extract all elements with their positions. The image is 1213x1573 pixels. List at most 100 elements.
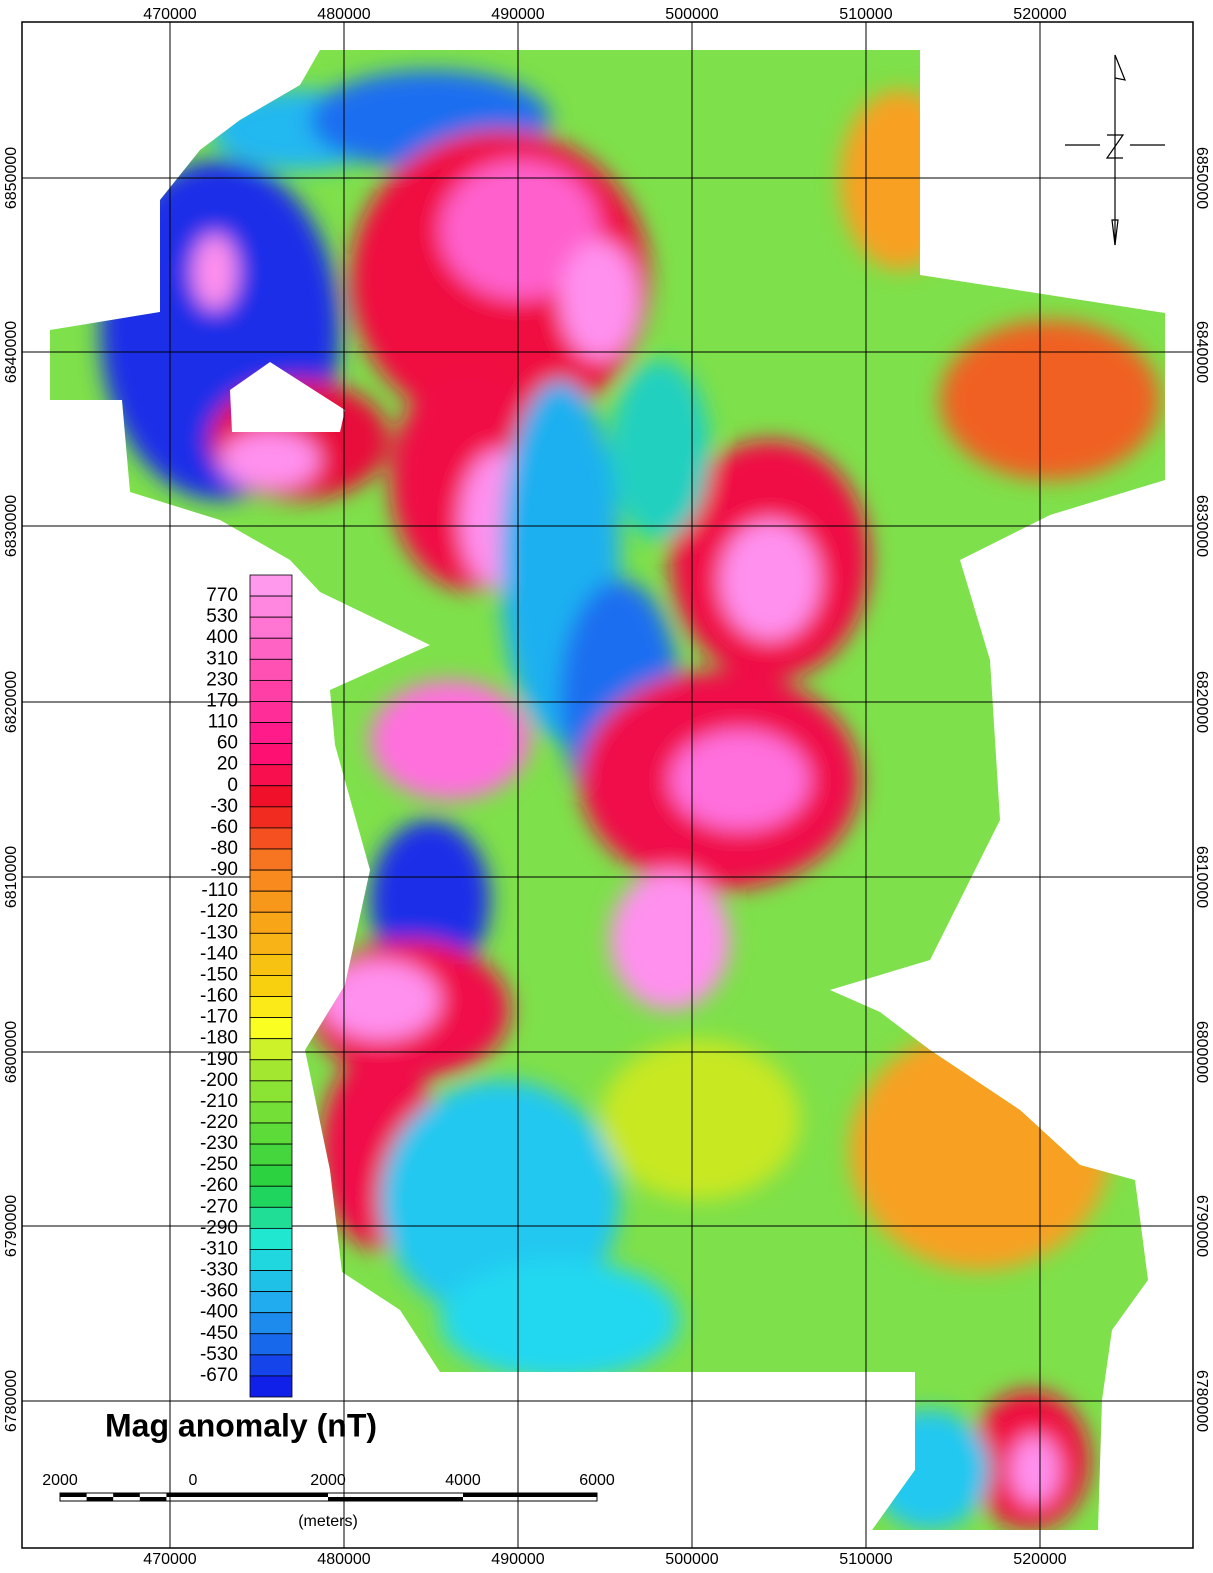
legend-swatch [250, 1144, 292, 1165]
legend-swatch [250, 933, 292, 954]
legend-label: -450 [200, 1323, 238, 1344]
y-coord-label: 6850000 [1193, 147, 1210, 209]
y-coord-label: 6840000 [1193, 321, 1210, 383]
legend-swatch [250, 786, 292, 807]
legend-swatch [250, 659, 292, 680]
legend-swatch [250, 1207, 292, 1228]
legend-swatch [250, 891, 292, 912]
legend-label: 310 [206, 648, 238, 669]
legend-swatch [250, 723, 292, 744]
legend-label: -130 [200, 922, 238, 943]
legend-label: 530 [206, 606, 238, 627]
legend-swatch [250, 1018, 292, 1039]
y-coord-label: 6780000 [3, 1370, 20, 1432]
legend-label: -190 [200, 1049, 238, 1070]
x-coord-label: 510000 [839, 6, 892, 23]
legend-label: -180 [200, 1028, 238, 1049]
x-coord-label: 500000 [665, 1551, 718, 1568]
legend-swatch [250, 1039, 292, 1060]
x-coord-label: 520000 [1013, 6, 1066, 23]
legend-label: -250 [200, 1154, 238, 1175]
y-coord-label: 6790000 [3, 1195, 20, 1257]
legend-swatch [250, 1228, 292, 1249]
legend-label: -110 [201, 880, 238, 901]
y-coord-label: 6850000 [3, 147, 20, 209]
legend-title: Mag anomaly (nT) [105, 1407, 377, 1443]
scale-segment [463, 1493, 597, 1497]
y-coord-label: 6790000 [1193, 1195, 1210, 1257]
legend-swatch [250, 870, 292, 891]
y-coord-label: 6830000 [1193, 495, 1210, 557]
x-coord-label: 490000 [491, 6, 544, 23]
legend-swatch [250, 954, 292, 975]
legend-swatch [250, 1060, 292, 1081]
legend-swatch [250, 1376, 292, 1397]
scale-segment [328, 1497, 463, 1501]
legend-label: -90 [211, 859, 238, 880]
legend-label: -290 [200, 1217, 238, 1238]
map-figure: 77053040031023017011060200-30-60-80-90-1… [0, 0, 1213, 1573]
x-coord-label: 470000 [143, 1551, 196, 1568]
y-coord-label: 6820000 [3, 671, 20, 733]
scale-label: 2000 [42, 1472, 78, 1489]
legend-swatch [250, 1165, 292, 1186]
legend-swatch [250, 1334, 292, 1355]
scale-segment [166, 1493, 193, 1497]
legend-label: -360 [200, 1281, 238, 1302]
y-coord-label: 6780000 [1193, 1370, 1210, 1432]
legend-swatch [250, 575, 292, 596]
legend-swatch [250, 596, 292, 617]
y-coord-label: 6820000 [1193, 671, 1210, 733]
legend-swatch [250, 617, 292, 638]
legend-swatch [250, 1081, 292, 1102]
x-coord-label: 480000 [317, 1551, 370, 1568]
legend-swatch [250, 1292, 292, 1313]
scale-label: 4000 [445, 1472, 481, 1489]
scale-label: 2000 [310, 1472, 346, 1489]
legend-label: -310 [200, 1238, 238, 1259]
legend-swatch [250, 1123, 292, 1144]
legend-swatch [250, 638, 292, 659]
x-coord-label: 480000 [317, 6, 370, 23]
scale-segment [140, 1497, 167, 1501]
legend-label: 770 [206, 585, 238, 606]
legend-label: 0 [227, 775, 238, 796]
legend-label: -120 [200, 901, 238, 922]
legend-swatch [250, 807, 292, 828]
legend-label: 230 [206, 669, 238, 690]
x-coord-label: 500000 [665, 6, 718, 23]
legend-label: 60 [217, 733, 238, 754]
legend-label: -200 [200, 1070, 238, 1091]
legend-label: -60 [211, 817, 238, 838]
y-coord-label: 6800000 [1193, 1021, 1210, 1083]
legend-swatch [250, 765, 292, 786]
legend-swatch [250, 680, 292, 701]
legend-label: 400 [206, 627, 238, 648]
legend-label: -330 [200, 1260, 238, 1281]
legend-label: -170 [200, 1007, 238, 1028]
scale-segment [87, 1497, 114, 1501]
legend-swatch [250, 1271, 292, 1292]
x-coord-label: 490000 [491, 1551, 544, 1568]
legend-label: -150 [200, 964, 238, 985]
legend-swatch [250, 912, 292, 933]
y-coord-label: 6800000 [3, 1021, 20, 1083]
y-coord-label: 6810000 [3, 846, 20, 908]
x-coord-label: 520000 [1013, 1551, 1066, 1568]
legend-swatch [250, 701, 292, 722]
legend-swatch [250, 1186, 292, 1207]
legend-swatch [250, 849, 292, 870]
legend-label: 110 [208, 712, 238, 733]
legend-label: -210 [200, 1091, 238, 1112]
legend-label: -270 [200, 1196, 238, 1217]
legend-label: -260 [200, 1175, 238, 1196]
legend-label: 20 [217, 754, 238, 775]
legend-label: -400 [200, 1302, 238, 1323]
x-coord-label: 470000 [143, 6, 196, 23]
legend-label: -30 [211, 796, 238, 817]
scale-segment [60, 1493, 87, 1497]
y-coord-label: 6830000 [3, 495, 20, 557]
legend-label: -220 [200, 1112, 238, 1133]
legend-swatch [250, 997, 292, 1018]
y-coord-label: 6840000 [3, 321, 20, 383]
